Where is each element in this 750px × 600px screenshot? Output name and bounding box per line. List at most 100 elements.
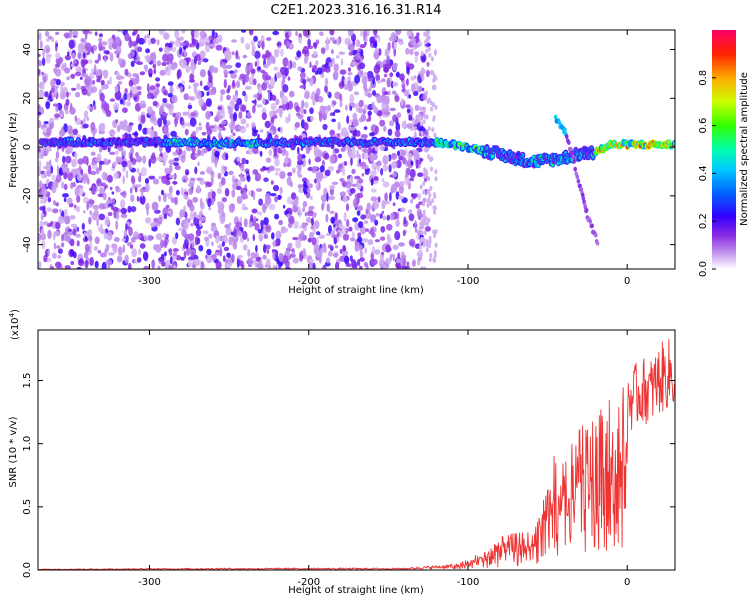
noise-speck <box>69 102 73 111</box>
noise-speck <box>403 89 408 97</box>
noise-speck <box>84 75 92 86</box>
noise-speck <box>169 209 173 218</box>
noise-speck <box>416 208 422 217</box>
noise-speck <box>301 99 305 108</box>
noise-speck <box>408 114 413 121</box>
noise-speck <box>237 125 245 130</box>
noise-speck <box>434 104 438 110</box>
noise-speck <box>46 127 50 136</box>
noise-speck <box>369 152 375 162</box>
noise-speck <box>238 111 243 119</box>
noise-speck <box>262 71 269 81</box>
noise-speck <box>216 187 222 195</box>
noise-speck <box>71 87 77 91</box>
noise-speck <box>43 121 49 125</box>
noise-speck <box>55 43 58 52</box>
noise-speck <box>425 31 429 37</box>
noise-speck <box>427 217 431 223</box>
noise-speck <box>422 242 426 248</box>
noise-speck <box>373 41 378 49</box>
noise-speck <box>245 159 249 165</box>
noise-speck <box>289 90 295 98</box>
colorbar-tick-label: 0.0 <box>698 261 709 277</box>
noise-speck <box>430 56 434 62</box>
noise-speck <box>143 234 148 241</box>
noise-speck <box>100 79 105 86</box>
noise-speck <box>387 42 391 51</box>
noise-speck <box>249 30 254 36</box>
noise-speck <box>327 250 333 257</box>
noise-speck <box>230 203 235 210</box>
noise-speck <box>278 252 284 263</box>
branch-blob <box>590 223 594 229</box>
noise-speck <box>137 46 143 53</box>
noise-speck <box>274 49 280 58</box>
noise-speck <box>172 180 178 185</box>
noise-speck <box>235 221 243 228</box>
noise-speck <box>223 78 227 89</box>
noise-speck <box>372 76 375 85</box>
noise-speck <box>391 161 396 169</box>
colorbar-gradient <box>712 30 736 269</box>
noise-speck <box>185 246 191 256</box>
noise-speck <box>109 186 113 191</box>
noise-speck <box>424 216 428 222</box>
noise-speck <box>97 53 101 62</box>
noise-speck <box>357 259 361 267</box>
noise-speck <box>219 94 224 102</box>
noise-speck <box>219 247 223 257</box>
noise-speck <box>199 219 202 227</box>
noise-speck <box>265 224 272 233</box>
noise-speck <box>354 74 361 84</box>
noise-speck <box>342 245 346 252</box>
noise-speck <box>401 120 407 129</box>
noise-speck <box>406 108 411 113</box>
noise-speck <box>121 151 124 157</box>
noise-speck <box>70 73 76 79</box>
noise-speck <box>368 86 372 92</box>
noise-speck <box>362 148 369 154</box>
noise-speck <box>137 257 142 263</box>
noise-speck <box>79 76 83 81</box>
noise-speck <box>326 36 329 44</box>
noise-speck <box>100 41 108 46</box>
noise-speck <box>332 150 335 155</box>
noise-speck <box>272 30 280 36</box>
noise-speck <box>321 203 324 211</box>
noise-speck <box>329 210 335 215</box>
noise-speck <box>286 213 291 219</box>
noise-speck <box>224 224 231 229</box>
noise-speck <box>206 128 213 136</box>
noise-speck <box>433 132 437 138</box>
noise-speck <box>197 147 200 157</box>
noise-speck <box>418 160 422 165</box>
noise-speck <box>179 42 187 47</box>
noise-speck <box>420 230 424 236</box>
noise-speck <box>382 215 387 221</box>
noise-speck <box>46 38 50 42</box>
noise-speck <box>269 110 274 118</box>
noise-speck <box>104 184 108 189</box>
noise-speck <box>113 172 119 180</box>
noise-speck <box>258 198 263 206</box>
noise-speck <box>78 46 82 54</box>
noise-speck <box>194 259 202 266</box>
noise-speck <box>208 233 213 239</box>
noise-speck <box>383 200 390 205</box>
noise-speck <box>104 172 108 182</box>
noise-speck <box>53 85 59 89</box>
noise-speck <box>163 32 170 40</box>
noise-speck <box>335 262 340 269</box>
noise-speck <box>243 218 248 228</box>
noise-speck <box>410 198 413 204</box>
noise-speck <box>424 226 431 232</box>
noise-speck <box>98 33 103 38</box>
noise-speck <box>108 42 114 50</box>
noise-speck <box>322 264 327 269</box>
noise-speck <box>207 191 213 200</box>
noise-speck <box>98 213 106 221</box>
noise-speck <box>259 150 263 157</box>
noise-speck <box>382 181 390 188</box>
noise-speck <box>280 126 283 134</box>
noise-speck <box>207 112 212 117</box>
